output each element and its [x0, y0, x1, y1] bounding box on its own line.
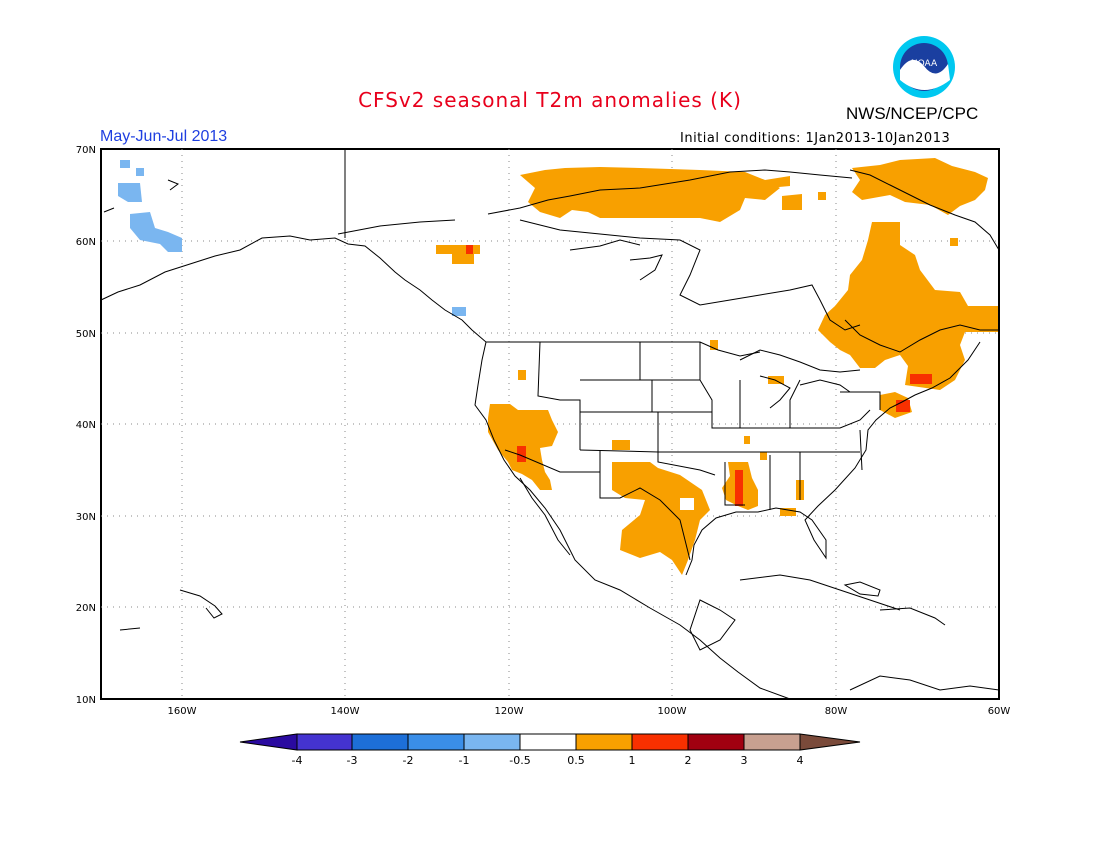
lat-tick-label: 70N [76, 145, 96, 156]
lat-tick-label: 30N [76, 512, 96, 523]
colorbar-swatch [407, 733, 465, 751]
lon-tick-label: 140W [331, 706, 360, 717]
lon-tick-label: 100W [658, 706, 687, 717]
anomaly-alaska-cold [118, 183, 142, 202]
colorbar-labels: -4 -3 -2 -1 -0.5 0.5 1 2 3 4 [292, 754, 804, 767]
colorbar-swatch [239, 733, 298, 751]
lat-tick-label: 10N [76, 695, 96, 706]
colorbar [239, 733, 861, 751]
colorbar-swatch [519, 733, 577, 751]
colorbar-swatch [575, 733, 633, 751]
season-label: May-Jun-Jul 2013 [100, 128, 228, 145]
political-boundaries [486, 341, 881, 561]
lon-tick-label: 120W [495, 706, 524, 717]
initial-conditions-label: Initial conditions: 1Jan2013-10Jan2013 [680, 131, 951, 146]
colorbar-swatch [687, 733, 745, 751]
anomaly-north-canada [520, 167, 780, 222]
colorbar-label: -2 [403, 754, 414, 767]
noaa-logo: NOAA [893, 36, 955, 98]
lon-tick-label: 60W [988, 706, 1011, 717]
lat-tick-labels: 70N 60N 50N 40N 30N 20N 10N [76, 145, 96, 706]
lon-tick-labels: 160W 140W 120W 100W 80W 60W [168, 706, 1011, 717]
colorbar-label: -0.5 [509, 754, 530, 767]
anomaly-quebec [852, 158, 988, 215]
lat-tick-label: 40N [76, 420, 96, 431]
map-title: CFSv2 seasonal T2m anomalies (K) [358, 88, 742, 112]
lon-tick-label: 80W [825, 706, 848, 717]
colorbar-swatch [296, 733, 353, 751]
colorbar-label: 1 [629, 754, 636, 767]
noaa-logo-text: NOAA [911, 59, 938, 69]
colorbar-swatch [799, 733, 861, 751]
coastlines [100, 149, 1000, 700]
colorbar-swatch [463, 733, 521, 751]
colorbar-label: 4 [797, 754, 804, 767]
colorbar-label: -3 [347, 754, 358, 767]
lat-tick-label: 50N [76, 329, 96, 340]
colorbar-swatch [351, 733, 409, 751]
colorbar-label: -4 [292, 754, 303, 767]
colorbar-label: -1 [459, 754, 470, 767]
colorbar-swatch [743, 733, 801, 751]
colorbar-label: 2 [685, 754, 692, 767]
agency-label: NWS/NCEP/CPC [846, 104, 979, 123]
lon-tick-label: 160W [168, 706, 197, 717]
colorbar-label: 3 [741, 754, 748, 767]
colorbar-label: 0.5 [567, 754, 585, 767]
lat-tick-label: 20N [76, 603, 96, 614]
colorbar-swatch [631, 733, 689, 751]
lat-tick-label: 60N [76, 237, 96, 248]
